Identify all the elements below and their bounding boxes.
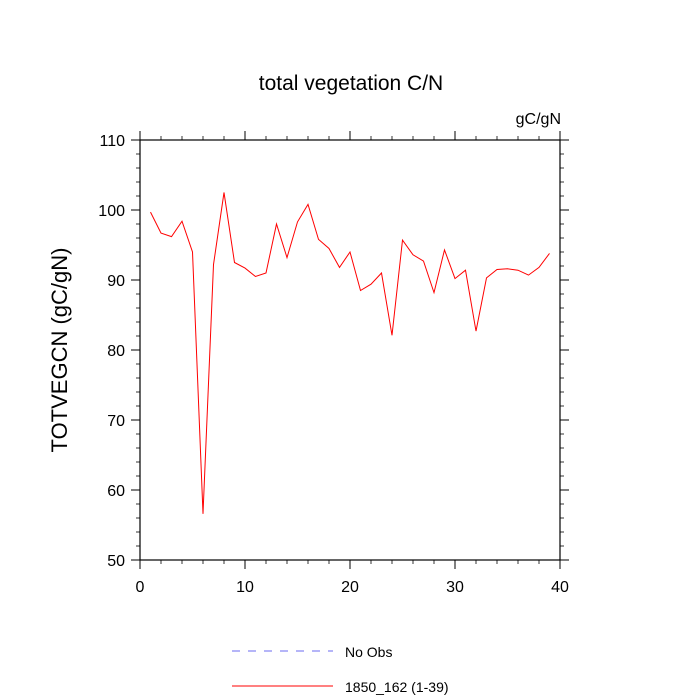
legend-label-1: 1850_162 (1-39) — [345, 679, 449, 695]
x-tick-label: 30 — [446, 579, 464, 596]
axis-tick-labels: 0 10 20 30 40 50 60 70 80 90 100 110 — [98, 133, 569, 596]
legend-label-0: No Obs — [345, 644, 392, 660]
plot-frame — [139, 139, 561, 561]
y-tick-label: 100 — [98, 203, 125, 220]
chart-title: total vegetation C/N — [259, 72, 443, 95]
y-tick-label: 50 — [107, 553, 125, 570]
series-layer — [150, 192, 550, 514]
y-tick-label: 110 — [99, 133, 125, 150]
y-tick-label: 60 — [107, 483, 125, 500]
x-tick-label: 10 — [236, 579, 254, 596]
y-axis-label: TOTVEGCN (gC/gN) — [47, 248, 72, 453]
y-tick-label: 90 — [107, 273, 125, 290]
x-tick-label: 40 — [551, 579, 569, 596]
legend: No Obs 1850_162 (1-39) — [232, 644, 449, 695]
units-label: gC/gN — [516, 111, 561, 128]
y-tick-label: 80 — [107, 343, 125, 360]
plot-area — [139, 139, 561, 561]
y-tick-label: 70 — [107, 413, 125, 430]
series-line-1 — [150, 192, 550, 514]
x-tick-label: 20 — [341, 579, 359, 596]
x-tick-label: 0 — [136, 579, 145, 596]
axis-ticks — [131, 131, 569, 569]
